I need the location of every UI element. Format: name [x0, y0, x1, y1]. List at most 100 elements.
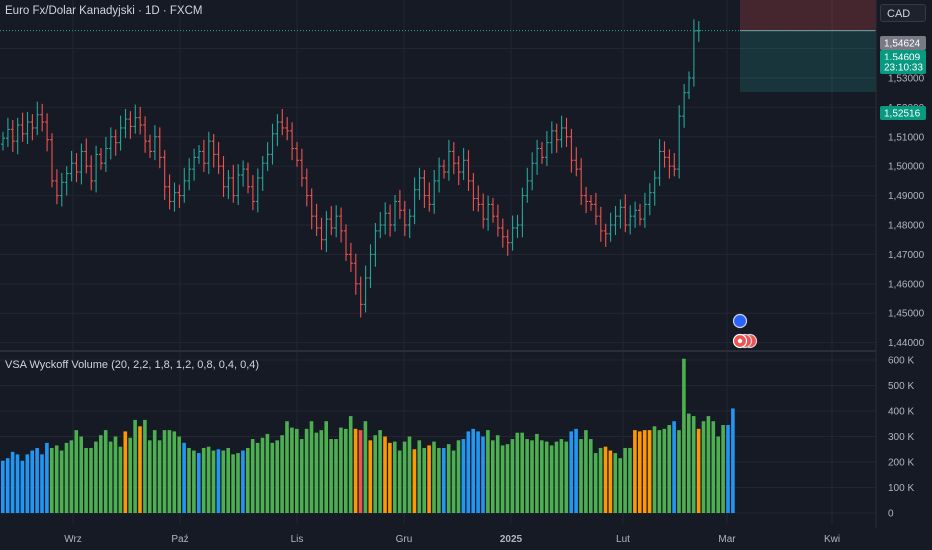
volume-bar [711, 421, 716, 513]
volume-bar [344, 428, 348, 513]
volume-bar [236, 453, 240, 513]
volume-bar [540, 440, 544, 513]
volume-bar [329, 439, 333, 513]
volume-bar [638, 431, 642, 513]
volume-bar [45, 442, 49, 513]
volume-bar [201, 447, 206, 513]
volume-bar [246, 447, 250, 513]
volume-bar [515, 432, 520, 513]
volume-bar [549, 445, 554, 513]
event-markers[interactable] [732, 313, 758, 349]
volume-bar [334, 439, 338, 513]
volume-bar [682, 358, 686, 513]
x-tick-label: Lut [616, 534, 630, 545]
volume-bar [231, 454, 235, 513]
y-tick-label: 1,45000 [888, 309, 925, 320]
volume-bar [79, 436, 83, 513]
volume-bar [167, 430, 172, 513]
volume-bar [50, 447, 54, 513]
volume-bar [20, 460, 25, 513]
volume-bar [495, 435, 500, 513]
volume-bar [642, 430, 647, 513]
volume-bar [696, 428, 701, 513]
volume-bar [402, 441, 407, 513]
y-tick-label: 1,44000 [888, 338, 925, 349]
volume-bar [148, 440, 152, 513]
volume-bar [564, 441, 569, 513]
volume-bar [197, 453, 201, 513]
volume-bar [721, 425, 725, 513]
volume-bar [476, 431, 480, 513]
volume-bar [451, 450, 456, 513]
volume-bar [304, 428, 309, 513]
position-zones [0, 0, 876, 93]
price-axis[interactable]: 1,44000 1,45000 1,46000 1,47000 1,48000 1,490… [888, 44, 925, 349]
volume-bar [574, 428, 578, 513]
price-pill [880, 36, 926, 50]
volume-bar [427, 445, 431, 513]
volume-bar [103, 430, 108, 513]
volume-bar [285, 421, 289, 513]
x-tick-label: Gru [396, 534, 413, 545]
volume-bar [691, 416, 696, 513]
volume-bar [525, 439, 529, 513]
volume-bar [339, 427, 343, 513]
volume-bar [290, 427, 294, 513]
price-bars [1, 19, 701, 318]
volume-bar [250, 439, 255, 513]
price-pill-text: 23:10:33 [884, 63, 923, 74]
volume-bar [133, 419, 137, 513]
price-pill-text: 1,54609 [884, 53, 921, 64]
volume-bar [40, 454, 44, 513]
volume-bar [128, 437, 132, 513]
volume-bar [554, 441, 559, 513]
volume-bar [579, 439, 583, 513]
volume-bar [481, 436, 485, 513]
volume-bar [319, 430, 324, 513]
volume-axis[interactable]: 0 100 K 200 K 300 K 400 K 500 K 600 K [888, 356, 914, 520]
volume-bar [123, 431, 128, 513]
volume-bar [633, 430, 637, 513]
volume-bars [1, 358, 735, 513]
volume-tick-label: 0 [888, 509, 894, 520]
x-tick-label: Mar [718, 534, 736, 545]
volume-bar [113, 436, 118, 513]
volume-bar [559, 439, 564, 513]
volume-bar [530, 440, 534, 513]
volume-bar [706, 416, 711, 513]
currency-button[interactable]: CAD [880, 4, 926, 22]
volume-bar [1, 460, 5, 513]
volume-bar [260, 437, 265, 513]
volume-bar [589, 439, 593, 513]
volume-tick-label: 500 K [888, 381, 914, 392]
x-tick-label: Kwi [824, 534, 840, 545]
indicator-title[interactable]: VSA Wyckoff Volume (20, 2,2, 1,8, 1,2, 0… [5, 359, 260, 371]
volume-bar [726, 425, 730, 513]
volume-bar [491, 440, 495, 513]
time-axis[interactable]: Wrz Paź Lis Gru 2025 Lut Mar Kwi [64, 534, 840, 545]
volume-bar [407, 436, 412, 513]
volume-bar [221, 450, 226, 513]
volume-bar [94, 441, 98, 513]
volume-bar [628, 447, 632, 513]
volume-bar [388, 442, 392, 513]
volume-bar [177, 436, 181, 513]
volume-bar [309, 421, 314, 513]
stop-loss-zone [740, 0, 876, 31]
volume-bar [623, 447, 627, 513]
volume-bar [672, 421, 676, 513]
volume-bar [363, 421, 368, 513]
volume-bar [368, 440, 373, 513]
volume-bar [652, 426, 657, 513]
volume-bar [54, 445, 59, 513]
volume-bar [383, 436, 387, 513]
volume-bar [677, 430, 681, 513]
volume-bar [59, 450, 64, 513]
volume-bar [30, 450, 34, 513]
y-tick-label: 1,48000 [888, 221, 925, 232]
volume-bar [15, 454, 20, 513]
volume-bar [143, 419, 147, 513]
volume-bar [35, 447, 39, 513]
